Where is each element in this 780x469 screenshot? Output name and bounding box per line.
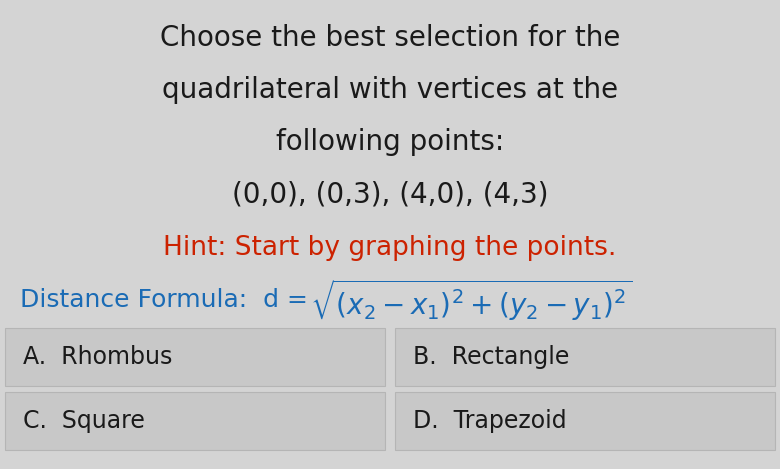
Text: Distance Formula:  d =: Distance Formula: d = [20,288,316,312]
Text: $\sqrt{(x_2 - x_1)^2 + (y_2 - y_1)^2}$: $\sqrt{(x_2 - x_1)^2 + (y_2 - y_1)^2}$ [310,277,632,323]
Text: D.  Trapezoid: D. Trapezoid [413,409,566,433]
Text: (0,0), (0,3), (4,0), (4,3): (0,0), (0,3), (4,0), (4,3) [232,180,548,208]
Text: B.  Rectangle: B. Rectangle [413,345,569,369]
Text: Choose the best selection for the: Choose the best selection for the [160,24,620,52]
FancyBboxPatch shape [5,328,385,386]
Text: C.  Square: C. Square [23,409,145,433]
Text: Hint: Start by graphing the points.: Hint: Start by graphing the points. [163,235,617,261]
Text: A.  Rhombus: A. Rhombus [23,345,172,369]
Text: quadrilateral with vertices at the: quadrilateral with vertices at the [162,76,618,104]
Text: following points:: following points: [276,128,504,156]
FancyBboxPatch shape [395,392,775,450]
FancyBboxPatch shape [395,328,775,386]
FancyBboxPatch shape [5,392,385,450]
